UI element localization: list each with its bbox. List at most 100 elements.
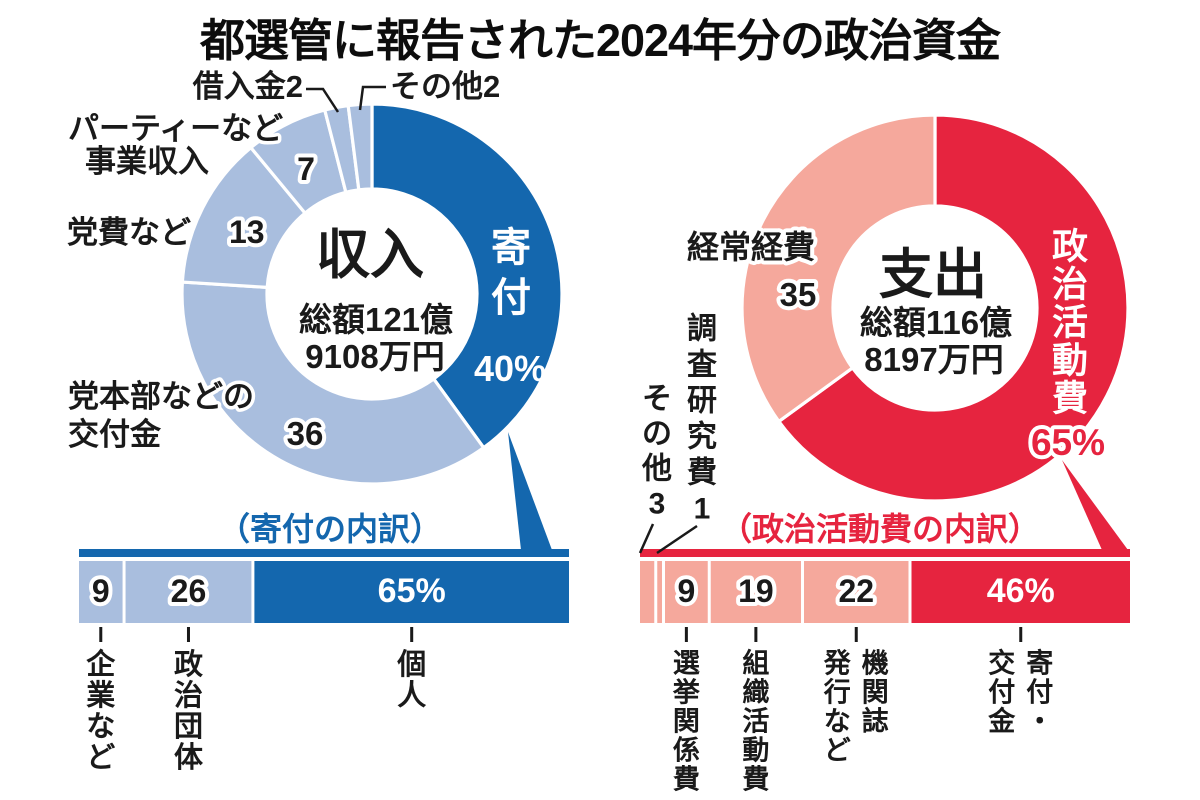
income-seg5-label: 借入金2 <box>192 69 303 104</box>
activity-breakdown-value-6: 46% <box>987 572 1055 610</box>
expense-seg2-label: 経常経費 <box>687 229 815 265</box>
donation-breakdown-label-1-char: ど <box>86 741 115 774</box>
donation-breakdown-label-3-char: 個 <box>396 648 426 681</box>
activity-breakdown-segment-6 <box>911 561 1130 623</box>
activity-breakdown-label-4-char: 組 <box>742 647 769 678</box>
activity-breakdown-tick-3 <box>684 627 688 642</box>
expense-seg1-label-char: 動 <box>1052 340 1088 381</box>
activity-seg2-sidelabel-char: 費 <box>687 457 717 490</box>
activity-seg2-sidelabel-char: 査 <box>687 349 717 382</box>
donation-breakdown-label-2-char: 体 <box>174 741 204 774</box>
activity-breakdown-label-5-char: な <box>824 706 851 736</box>
income-seg3-value: 13 <box>229 214 265 250</box>
donation-breakdown-tick-3 <box>410 627 414 642</box>
donation-breakdown-segment-2 <box>125 561 252 623</box>
activity-breakdown-label-6-char: 付 <box>1026 677 1053 707</box>
donation-breakdown-value-3: 65% <box>378 572 446 610</box>
activity-breakdown-label-4-char: 活 <box>742 706 769 736</box>
donation-breakdown-label-2-char: 治 <box>174 679 203 712</box>
activity-breakdown-value-3: 9 <box>677 573 695 609</box>
activity-seg1-sidelabel-char: 3 <box>649 488 666 521</box>
income-seg4-label-line1: パーティーなど <box>68 111 283 146</box>
income-seg2-value: 36 <box>287 415 324 452</box>
income-center-title: 収入 <box>316 225 424 285</box>
activity-breakdown-label-3-char: 費 <box>673 764 700 794</box>
activity-breakdown-label-5-char: 関 <box>862 677 889 707</box>
activity-breakdown-tick-4 <box>754 627 758 642</box>
expense-total-line2: 8197万円 <box>864 341 1003 378</box>
income-seg4-value: 7 <box>297 151 315 187</box>
donation-breakdown-tick-2 <box>186 627 190 642</box>
income-total-line2: 9108万円 <box>305 338 444 375</box>
donation-breakdown-label-1-char: 企 <box>86 647 116 681</box>
activity-breakdown-label-3-char: 選 <box>673 648 700 678</box>
activity-breakdown-label-5-char: 発 <box>823 648 852 678</box>
donation-breakdown-label-3-char: 人 <box>397 679 426 712</box>
activity-breakdown-label-5-char: 誌 <box>862 705 889 736</box>
activity-seg1-leader <box>638 523 655 554</box>
expense-seg1-label-char: 費 <box>1052 378 1088 419</box>
donation-breakdown-segment-1 <box>79 561 123 623</box>
activity-breakdown-title: （政治活動費の内訳） <box>720 511 1040 547</box>
income-to-breakdown-wedge <box>508 432 552 550</box>
activity-breakdown-tick-6 <box>1019 627 1023 642</box>
donation-breakdown-label-2-char: 団 <box>174 711 203 743</box>
expense-seg1-label-char: 政 <box>1052 226 1088 267</box>
donation-breakdown-value-1: 9 <box>92 573 110 609</box>
income-donut-slice-2 <box>180 280 486 486</box>
activity-breakdown-label-6-char: 寄 <box>1026 647 1053 678</box>
donation-breakdown-value-2: 26 <box>171 573 207 609</box>
activity-seg2-sidelabel-char: 研 <box>687 385 717 418</box>
income-seg3-label: 党費など <box>67 215 191 250</box>
activity-breakdown-segment-2 <box>657 561 662 623</box>
expense-seg1-label-char: 活 <box>1052 302 1088 343</box>
activity-seg2-sidelabel-char: 調 <box>687 313 717 346</box>
activity-breakdown-label-6-char: ・ <box>1026 706 1053 736</box>
activity-breakdown-segment-4 <box>710 561 801 623</box>
income-seg2-label-line1: 党本部などの <box>68 379 254 414</box>
activity-breakdown-segment-3 <box>665 561 708 623</box>
activity-breakdown-label-6-char: 金 <box>987 705 1016 736</box>
page-title: 都選管に報告された2024年分の政治資金 <box>199 15 1001 66</box>
income-donut-slice-1 <box>370 102 564 450</box>
activity-breakdown-label-5-char: 行 <box>823 676 851 707</box>
donation-breakdown-tick-1 <box>99 627 103 642</box>
donation-breakdown-label-1-char: な <box>86 711 115 743</box>
expense-donut-slice-2 <box>740 113 937 424</box>
expense-total-line1: 総額116億 <box>860 304 1012 341</box>
income-seg1-value: 40% <box>474 348 546 389</box>
income-seg4-label-line2: 事業収入 <box>85 144 209 179</box>
income-seg5-leader <box>306 87 340 113</box>
activity-breakdown-label-6-char: 付 <box>988 677 1015 707</box>
activity-breakdown-label-5-char: ど <box>824 735 851 765</box>
activity-breakdown-tick-5 <box>854 627 858 642</box>
activity-breakdown-label-6-char: 交 <box>988 647 1015 678</box>
activity-breakdown-value-4: 19 <box>738 573 774 609</box>
donation-breakdown-topline <box>79 549 569 557</box>
activity-breakdown-topline <box>640 549 1130 557</box>
activity-breakdown-label-3-char: 関 <box>673 706 700 736</box>
activity-breakdown-label-3-char: 係 <box>673 735 700 765</box>
activity-breakdown-label-3-char: 挙 <box>672 677 701 707</box>
income-seg1-label-char: 付 <box>491 276 531 320</box>
expense-seg1-value: 65% <box>1031 422 1105 463</box>
income-seg6-leader <box>358 85 386 111</box>
income-seg2-label-line2: 交付金 <box>68 417 162 452</box>
activity-breakdown-segment-1 <box>640 561 655 623</box>
income-seg6-label: その他2 <box>390 69 500 104</box>
activity-breakdown-label-4-char: 織 <box>742 677 769 707</box>
donation-breakdown-label-2-char: 政 <box>174 648 203 681</box>
activity-seg1-sidelabel-char: の <box>642 418 672 451</box>
donation-breakdown-segment-3 <box>254 561 569 623</box>
donation-breakdown-title: （寄付の内訳） <box>218 511 442 547</box>
activity-seg2-leader <box>656 524 698 555</box>
activity-seg1-sidelabel-char: 他 <box>641 453 672 486</box>
activity-breakdown-label-4-char: 費 <box>742 764 769 794</box>
activity-breakdown-value-5: 22 <box>838 573 874 609</box>
activity-seg2-sidelabel-char: 1 <box>694 493 711 526</box>
activity-breakdown-label-4-char: 動 <box>742 735 769 765</box>
activity-breakdown-segment-5 <box>804 561 909 623</box>
expense-donut-slice-1 <box>777 113 1130 503</box>
